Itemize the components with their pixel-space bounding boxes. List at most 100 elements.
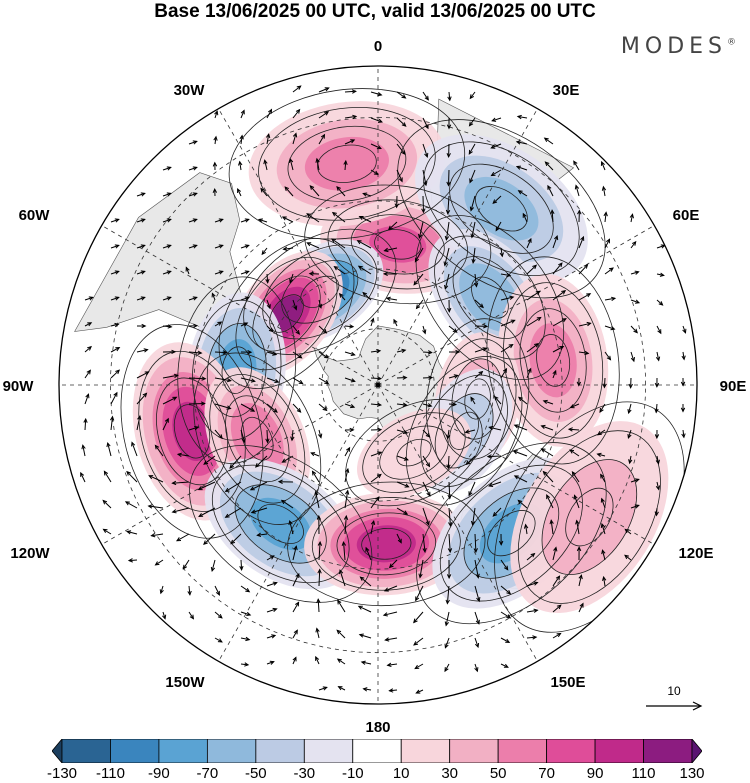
wind-arrow <box>474 559 480 579</box>
wind-arrow <box>309 185 320 197</box>
wind-arrow <box>422 350 433 355</box>
wind-arrow <box>266 581 278 587</box>
wind-arrow <box>240 218 250 223</box>
wind-arrow <box>249 481 268 491</box>
wind-arrow <box>370 117 383 123</box>
wind-arrow <box>357 265 372 275</box>
wind-arrow <box>211 292 216 301</box>
wind-arrow <box>292 572 300 587</box>
wind-arrow <box>422 481 431 497</box>
wind-arrow <box>136 270 146 275</box>
wind-arrow <box>359 576 372 587</box>
wind-arrow <box>447 481 452 500</box>
wind-arrow <box>256 532 268 537</box>
wind-arrow <box>214 350 228 355</box>
wind-arrow <box>630 351 635 363</box>
wind-arrow <box>187 585 192 596</box>
wind-arrow <box>578 350 590 356</box>
wind-arrow <box>500 319 516 327</box>
wind-arrow <box>604 238 611 249</box>
wind-arrow <box>337 599 346 613</box>
wind-arrow <box>447 299 452 313</box>
wind-arrow <box>288 157 294 171</box>
wind-arrow <box>600 473 606 483</box>
label-90w: 90W <box>3 378 35 395</box>
wind-arrow <box>356 240 372 249</box>
wind-arrow <box>277 479 294 484</box>
anomaly-cell <box>497 274 609 447</box>
wind-arrow <box>266 377 280 383</box>
streamline-contour <box>218 238 355 389</box>
wind-arrow <box>396 402 408 407</box>
wind-arrow <box>316 598 321 613</box>
wind-arrow <box>257 218 268 223</box>
wind-arrow <box>550 209 555 223</box>
wind-arrow <box>396 375 408 380</box>
wind-arrow <box>370 349 382 354</box>
wind-arrow <box>448 325 458 333</box>
wind-arrow <box>344 114 358 120</box>
wind-arrow <box>681 429 686 439</box>
label-180: 180 <box>365 719 390 735</box>
label-60w: 60W <box>19 207 51 224</box>
wind-arrow <box>656 272 665 277</box>
wind-arrow <box>526 367 532 379</box>
wind-arrow <box>515 140 528 145</box>
colorbar-swatch <box>110 739 160 763</box>
wind-arrow <box>343 514 349 535</box>
wind-arrow <box>443 247 450 267</box>
wind-arrow <box>493 395 502 405</box>
streamline-contour <box>416 442 607 625</box>
wind-arrow <box>474 370 484 379</box>
wind-arrow <box>290 429 295 442</box>
wind-arrow <box>344 446 351 457</box>
wind-arrow <box>394 195 399 209</box>
wind-arrow <box>263 159 268 171</box>
wind-arrow <box>239 559 244 571</box>
wind-arrow <box>110 369 121 379</box>
wind-arrow <box>627 403 632 415</box>
wind-arrow <box>162 396 178 405</box>
wind-arrow <box>188 218 198 223</box>
wind-arrow <box>444 637 450 649</box>
reference-arrow-icon <box>646 701 703 711</box>
label-30w: 30W <box>174 82 206 99</box>
wind-arrow <box>544 161 554 171</box>
wind-arrow <box>517 190 528 197</box>
wind-arrow <box>162 611 167 620</box>
wind-arrow <box>370 376 383 381</box>
wind-arrow <box>468 481 476 497</box>
wind-arrow <box>518 396 528 405</box>
wind-arrow <box>500 272 512 278</box>
wind-arrow <box>576 377 582 387</box>
streamline-contour <box>415 215 565 381</box>
wind-arrow <box>526 237 532 249</box>
wind-arrow <box>344 377 356 383</box>
wind-arrow <box>446 455 451 470</box>
wind-arrow <box>578 321 592 327</box>
wind-arrow <box>385 296 398 302</box>
wind-arrow <box>596 452 606 457</box>
colorbar-swatch <box>158 739 208 763</box>
colorbar-swatch <box>206 739 257 763</box>
wind-arrow <box>318 111 330 119</box>
wind-arrow <box>240 377 256 383</box>
wind-arrow <box>388 688 398 693</box>
wind-vectors <box>80 85 687 694</box>
wind-arrow <box>212 187 218 197</box>
wind-arrow <box>292 377 304 385</box>
wind-arrow <box>266 555 275 561</box>
wind-arrow <box>396 455 409 461</box>
wind-arrow <box>396 507 409 515</box>
wind-arrow <box>630 240 637 249</box>
wind-arrow <box>292 132 298 145</box>
wind-arrow <box>188 192 198 197</box>
wind-arrow <box>552 235 559 249</box>
wind-arrow <box>214 244 224 249</box>
wind-arrow <box>474 299 484 309</box>
wind-arrow <box>599 403 606 414</box>
wind-arrow <box>185 266 190 275</box>
wind-arrow <box>488 481 502 487</box>
wind-arrow <box>516 114 528 120</box>
wind-arrow <box>83 417 88 431</box>
